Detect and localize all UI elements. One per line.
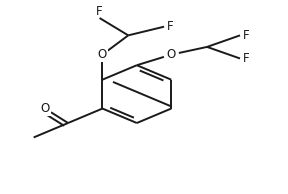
Text: O: O [41, 102, 50, 115]
Text: F: F [167, 20, 174, 33]
Text: O: O [98, 48, 107, 61]
Text: F: F [243, 29, 249, 42]
Text: F: F [243, 52, 249, 65]
Text: F: F [96, 5, 103, 18]
Text: O: O [166, 48, 176, 61]
